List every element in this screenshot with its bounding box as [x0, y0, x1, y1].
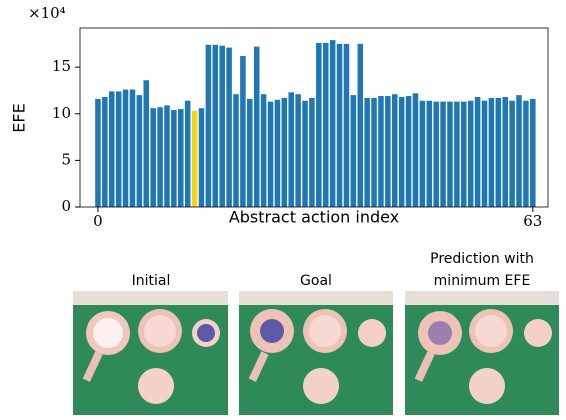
bar: [440, 102, 446, 207]
bar: [240, 56, 246, 207]
bar: [288, 92, 294, 207]
x-tick-label: 0: [93, 212, 103, 230]
bar: [261, 94, 267, 207]
bar: [233, 94, 239, 207]
bar: [357, 44, 363, 207]
bar: [316, 43, 322, 207]
bar: [378, 96, 384, 207]
bar: [95, 99, 101, 207]
bar: [130, 90, 136, 207]
photo-initial: [73, 291, 228, 415]
bar: [171, 110, 177, 207]
photos: [73, 291, 559, 415]
bar: [516, 95, 522, 207]
bar: [399, 97, 405, 207]
bar: [392, 94, 398, 207]
bar: [282, 98, 288, 207]
photo-prediction: [405, 291, 559, 415]
bar: [530, 99, 536, 207]
bar: [433, 102, 439, 207]
chart: ×10⁴ EFE Abstract action index 051: [0, 0, 566, 420]
bar: [337, 44, 343, 207]
bar: [309, 98, 315, 207]
bar: [102, 97, 108, 207]
caption: Initial: [66, 270, 236, 292]
bar: [213, 45, 219, 207]
bar: [489, 98, 495, 207]
bar: [192, 111, 198, 207]
bar: [137, 95, 143, 207]
bar: [302, 101, 308, 207]
bar: [323, 43, 329, 207]
bar: [295, 94, 301, 207]
bar: [144, 80, 150, 207]
bar: [468, 101, 474, 207]
bar: [454, 102, 460, 207]
bar: [330, 40, 336, 207]
bar: [502, 97, 508, 207]
bar: [509, 101, 515, 207]
photo-goal: [239, 291, 393, 415]
offset-label: ×10⁴: [28, 4, 66, 22]
bar: [364, 98, 370, 207]
x-axis-label: Abstract action index: [229, 208, 399, 227]
bar: [523, 101, 529, 207]
bar: [157, 107, 163, 207]
bar: [461, 102, 467, 207]
bar: [164, 105, 170, 207]
bar: [226, 48, 232, 207]
bar: [447, 102, 453, 207]
bar: [123, 90, 129, 207]
bar: [475, 97, 481, 207]
bar: [385, 96, 391, 207]
bar: [116, 91, 122, 207]
bar: [254, 47, 260, 207]
bar: [413, 93, 419, 207]
bar: [351, 95, 357, 207]
y-tick-label: 0: [61, 197, 71, 215]
page: ×10⁴ EFE Abstract action index 051: [0, 0, 566, 420]
bar: [420, 101, 426, 207]
bar: [427, 101, 433, 207]
bar: [268, 102, 274, 207]
bar: [496, 98, 502, 207]
bar: [185, 101, 191, 207]
y-tick-label: 15: [52, 57, 71, 75]
y-axis-label: EFE: [10, 103, 29, 132]
bar: [482, 101, 488, 207]
bar: [178, 109, 184, 207]
caption: Goal: [231, 270, 401, 292]
y-tick-label: 10: [52, 104, 71, 122]
bar: [206, 45, 212, 207]
caption: Prediction with minimum EFE: [397, 248, 566, 292]
bar: [247, 99, 253, 207]
bar: [275, 100, 281, 207]
bar: [406, 96, 412, 207]
bar: [219, 46, 225, 207]
bar: [344, 44, 350, 207]
bar: [371, 98, 377, 207]
y-tick-label: 5: [61, 150, 71, 168]
bar: [150, 108, 156, 207]
x-tick-label: 63: [523, 212, 542, 230]
bar: [109, 91, 115, 207]
bar: [199, 108, 205, 207]
